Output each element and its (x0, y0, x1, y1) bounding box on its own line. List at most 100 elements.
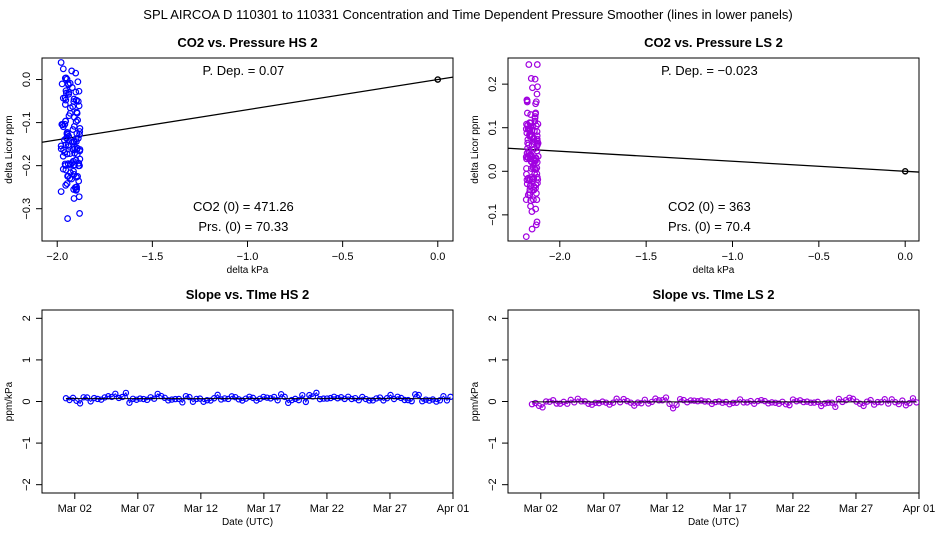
hs-pressure-point (73, 185, 81, 193)
ls-time-point (613, 395, 620, 402)
hs-time-point (115, 394, 123, 402)
hs-time-point (299, 391, 306, 399)
hs-time-point (288, 396, 295, 404)
ls-time-point (669, 405, 677, 412)
ls-time-xtick-label: Mar 17 (713, 503, 747, 515)
hs-pressure-prs-0: Prs. (0) = 70.33 (198, 219, 288, 234)
hs-pressure-reference-point (434, 76, 442, 83)
hs-pressure-point (61, 120, 69, 128)
hs-time-xtick-label: Mar 17 (247, 503, 281, 515)
hs-time-point (101, 394, 108, 401)
hs-pressure-point (69, 146, 77, 154)
ls-time-xlabel: Date (UTC) (688, 517, 739, 528)
hs-pressure-plot-area (42, 59, 453, 222)
ls-time-ytick-label: 2 (487, 315, 499, 321)
hs-time-point (263, 394, 271, 401)
ls-time-point (655, 397, 663, 404)
ls-time-point (828, 399, 836, 406)
ls-time-title: Slope vs. TIme LS 2 (652, 287, 774, 302)
hs-time-point (235, 396, 243, 403)
ls-time-point (786, 401, 793, 409)
ls-time-point (609, 399, 617, 406)
hs-time-point (83, 394, 91, 401)
ls-time-xtick-label: Mar 22 (776, 503, 810, 515)
hs-pressure-point (62, 96, 70, 104)
hs-pressure-ytick-label: −0.2 (21, 155, 33, 177)
ls-time-point (556, 400, 564, 407)
hs-time-point (186, 393, 193, 401)
hs-pressure-point (70, 113, 78, 121)
hs-time-point (404, 396, 412, 404)
hs-time-ytick-label: −2 (21, 478, 33, 491)
hs-time-point (274, 397, 281, 404)
ls-pressure-point (529, 196, 537, 204)
hs-time-point (253, 397, 260, 404)
hs-pressure-xlabel: delta kPa (227, 265, 269, 276)
hs-pressure-point (69, 126, 77, 133)
hs-time-point (330, 393, 338, 401)
hs-time-point (401, 396, 408, 404)
ls-pressure-point (522, 233, 530, 241)
hs-time-point (126, 399, 133, 406)
hs-pressure-xtick-label: −1.5 (142, 251, 164, 263)
hs-pressure-point (75, 177, 83, 185)
ls-pressure-point (533, 90, 541, 98)
ls-pressure-point (533, 132, 541, 140)
hs-pressure-point (64, 215, 71, 222)
hs-pressure-ytick-label: −0.3 (21, 198, 33, 220)
ls-pressure-point (531, 114, 539, 122)
ls-time-point (666, 400, 673, 408)
hs-time-point (200, 398, 207, 405)
ls-time-point (708, 400, 716, 408)
hs-time-point (337, 394, 345, 401)
ls-time-point (729, 399, 737, 407)
hs-time-panel: Slope vs. TIme HS 2 Mar 02 Mar 07 Mar 12 Mar… (4, 287, 469, 528)
ls-time-point (719, 399, 726, 406)
hs-time-plot-area (62, 389, 453, 407)
ls-pressure-point (533, 218, 541, 226)
ls-time-ytick-label: −1 (487, 437, 499, 450)
ls-time-point (860, 402, 867, 410)
hs-pressure-point (63, 180, 71, 188)
hs-pressure-point (62, 181, 70, 189)
hs-pressure-point (61, 101, 69, 108)
hs-pressure-point (59, 65, 67, 73)
hs-time-point (422, 396, 429, 403)
ls-time-point (638, 400, 645, 407)
ls-time-point (825, 399, 832, 406)
hs-pressure-point (57, 188, 65, 196)
hs-pressure-point (76, 210, 83, 217)
hs-pressure-point (72, 118, 80, 126)
ls-time-ytick-label: 0 (487, 398, 499, 404)
hs-time-point (366, 397, 373, 404)
ls-pressure-point (527, 75, 535, 82)
ls-time-point (913, 399, 919, 406)
hs-time-xtick-label: Mar 02 (58, 503, 92, 515)
hs-time-point (165, 397, 172, 404)
hs-pressure-point (58, 121, 66, 128)
hs-pressure-xtick-label: −1.0 (237, 251, 259, 263)
hs-pressure-p-dep: P. Dep. = 0.07 (202, 63, 284, 78)
ls-pressure-xtick-label: 0.0 (898, 251, 913, 263)
ls-pressure-point (527, 202, 534, 210)
ls-pressure-point (532, 110, 539, 118)
ls-time-point (634, 399, 641, 406)
ls-pressure-xtick-label: −1.5 (635, 251, 657, 263)
hs-pressure-point (68, 67, 76, 75)
ls-time-point (867, 396, 874, 404)
hs-time-point (112, 390, 119, 397)
hs-time-point (119, 393, 126, 401)
ls-pressure-ylabel: delta Licor ppm (470, 115, 481, 183)
hs-pressure-xtick-label: −0.5 (332, 251, 354, 263)
ls-pressure-point (523, 129, 531, 137)
hs-pressure-point (68, 84, 76, 91)
hs-time-xtick-label: Mar 22 (310, 503, 344, 515)
hs-pressure-point (76, 128, 84, 135)
hs-pressure-point (62, 117, 70, 125)
ls-pressure-plot-area (508, 61, 919, 241)
hs-pressure-point (62, 74, 70, 82)
ls-time-panel: Slope vs. TIme LS 2 Mar 02 Mar 07 Mar 12 Mar… (470, 287, 935, 528)
hs-pressure-point (58, 80, 66, 88)
ls-pressure-point (533, 142, 541, 150)
